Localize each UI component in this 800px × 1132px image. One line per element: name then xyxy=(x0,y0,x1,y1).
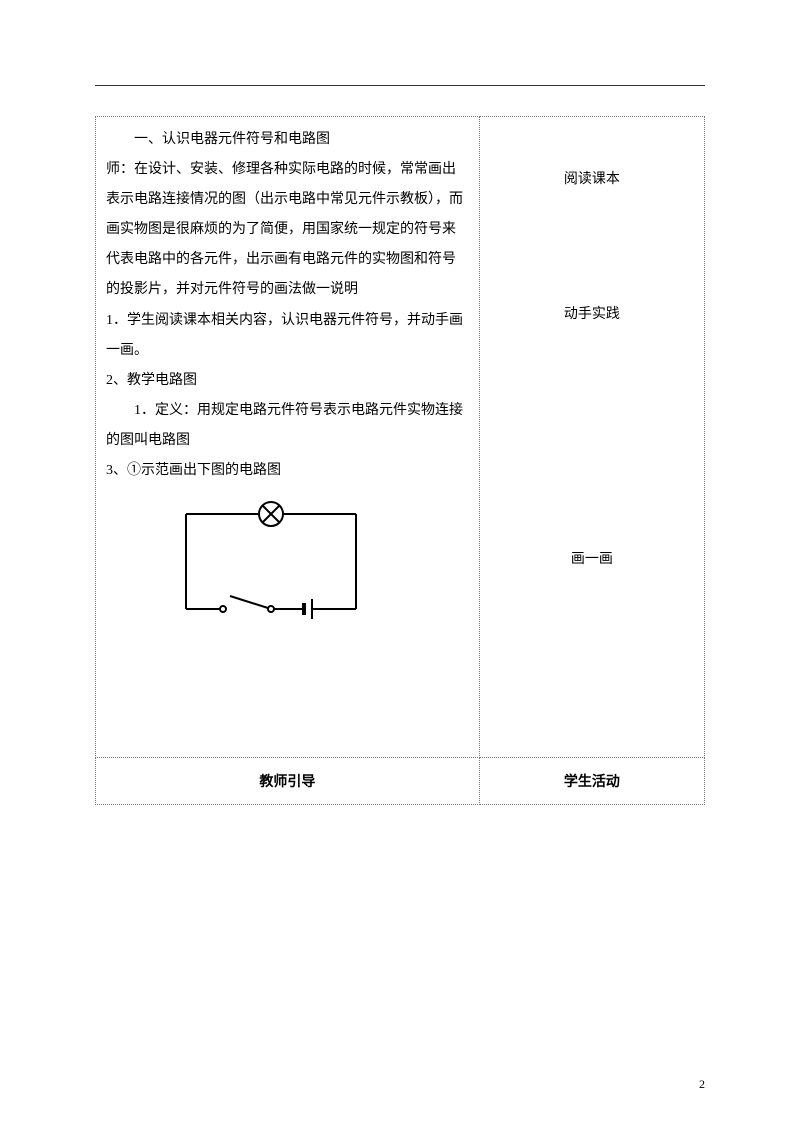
list-item-3: 3、①示范画出下图的电路图 xyxy=(106,463,281,478)
activity-draw: 画一画 xyxy=(571,545,613,575)
activity-practice: 动手实践 xyxy=(564,300,620,330)
activity-read: 阅读课本 xyxy=(564,165,620,195)
section-title: 一、认识电器元件符号和电路图 xyxy=(106,125,469,155)
footer-teacher-guide: 教师引导 xyxy=(96,757,480,804)
list-item-1: 1．学生阅读课本相关内容，认识电器元件符号，并动手画一画。 xyxy=(106,313,463,358)
teacher-paragraph: 师：在设计、安装、修理各种实际电路的时候，常常画出表示电路连接情况的图（出示电路… xyxy=(106,162,463,297)
page-number: 2 xyxy=(699,1077,705,1092)
list-item-2: 2、教学电路图 xyxy=(106,373,197,388)
student-activity-cell: 阅读课本 动手实践 画一画 xyxy=(479,117,704,758)
footer-student-activity: 学生活动 xyxy=(479,757,704,804)
circuit-diagram xyxy=(166,496,469,648)
content-table: 一、认识电器元件符号和电路图 师：在设计、安装、修理各种实际电路的时候，常常画出… xyxy=(95,116,705,805)
list-item-2-sub: 1．定义：用规定电路元件符号表示电路元件实物连接的图叫电路图 xyxy=(106,396,469,456)
teacher-guide-cell: 一、认识电器元件符号和电路图 师：在设计、安装、修理各种实际电路的时候，常常画出… xyxy=(96,117,480,758)
circuit-svg xyxy=(166,496,376,636)
top-rule xyxy=(95,85,705,86)
